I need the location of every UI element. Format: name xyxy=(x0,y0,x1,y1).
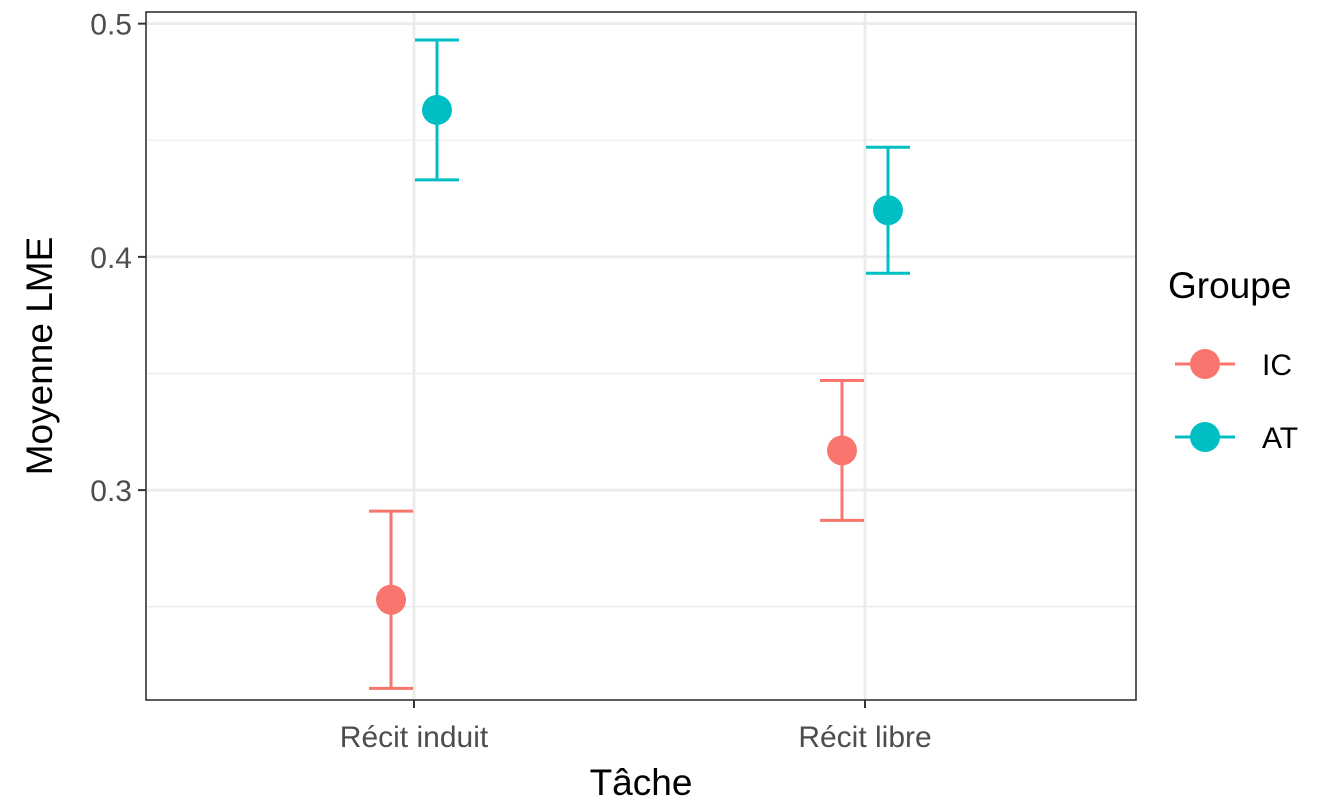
legend-keys: IC AT xyxy=(1175,349,1298,455)
data-point xyxy=(827,435,857,466)
y-axis-title: Moyenne LME xyxy=(19,237,60,476)
legend: Groupe IC AT xyxy=(1168,265,1298,455)
data-marks xyxy=(369,38,910,690)
data-point xyxy=(873,195,903,226)
y-tick-label: 0.5 xyxy=(90,9,132,42)
legend-label: IC xyxy=(1262,349,1292,382)
plot-panel xyxy=(146,12,1136,700)
x-tick-labels: Récit induit Récit libre xyxy=(340,721,932,754)
legend-key-point xyxy=(1190,349,1220,379)
axis-ticks xyxy=(138,22,866,708)
major-gridlines xyxy=(146,12,1136,700)
plot-border xyxy=(145,11,1137,701)
legend-label: AT xyxy=(1262,422,1298,455)
x-axis-title: Tâche xyxy=(590,762,693,802)
x-tick-label: Récit induit xyxy=(340,721,489,754)
data-point xyxy=(376,584,406,615)
minor-gridlines xyxy=(146,139,1136,608)
y-tick-label: 0.4 xyxy=(90,242,132,275)
y-tick-labels: 0.3 0.4 0.5 xyxy=(90,9,132,508)
x-tick-label: Récit libre xyxy=(798,721,931,754)
y-tick-label: 0.3 xyxy=(90,475,132,508)
data-point xyxy=(422,94,452,125)
legend-title: Groupe xyxy=(1168,265,1291,306)
legend-key-point xyxy=(1190,422,1220,452)
